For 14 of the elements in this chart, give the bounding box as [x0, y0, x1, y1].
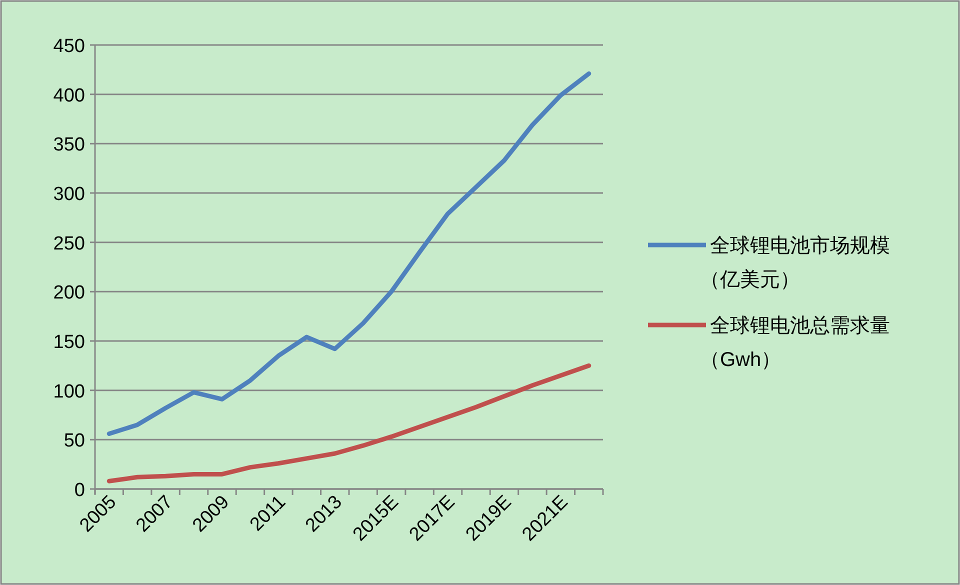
y-tick-label: 350	[53, 134, 85, 156]
y-tick-label: 400	[53, 85, 85, 106]
legend-label: 全球锂电池市场规模（亿美元）	[700, 235, 890, 291]
y-tick-label: 150	[53, 332, 85, 353]
y-tick-label: 0	[74, 480, 85, 501]
y-tick-label: 450	[53, 36, 85, 57]
y-tick-label: 50	[64, 430, 85, 452]
line-series	[106, 71, 592, 436]
y-tick-label: 250	[53, 233, 85, 254]
y-tick-label: 300	[53, 184, 85, 205]
y-tick-label: 200	[53, 282, 85, 304]
line-series	[106, 363, 592, 484]
y-tick-label: 100	[53, 381, 85, 402]
legend-label: 全球锂电池总需求量（Gwh）	[700, 315, 890, 371]
